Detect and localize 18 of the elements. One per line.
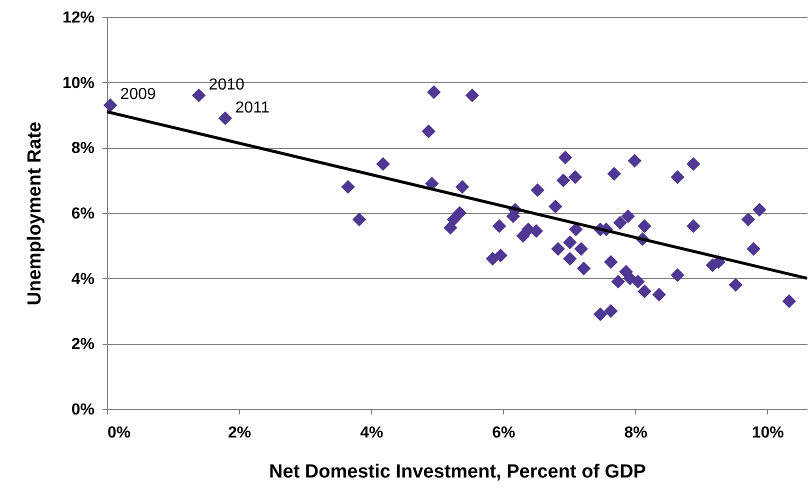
annotation: 2010 — [208, 76, 244, 94]
x-tick-label: 2% — [228, 424, 252, 442]
x-axis-title: Net Domestic Investment, Percent of GDP — [269, 462, 646, 482]
x-tick-label: 6% — [492, 424, 516, 442]
x-tick-label: 10% — [752, 424, 784, 442]
x-tick-label: 0% — [108, 424, 131, 442]
y-tick-label: 10% — [62, 74, 94, 92]
y-tick-label: 2% — [71, 336, 94, 354]
annotation: 2011 — [235, 99, 270, 116]
annotation: 2009 — [120, 86, 156, 104]
y-tick-label: 0% — [71, 402, 94, 418]
y-tick-label: 12% — [62, 10, 94, 26]
y-axis-title: Unemployment Rate — [24, 122, 46, 306]
x-tick-label: 4% — [360, 424, 384, 442]
y-tick-label: 8% — [71, 140, 94, 158]
y-tick-label: 6% — [71, 206, 94, 222]
x-tick-label: 8% — [624, 424, 648, 442]
y-tick-label: 4% — [71, 270, 94, 288]
